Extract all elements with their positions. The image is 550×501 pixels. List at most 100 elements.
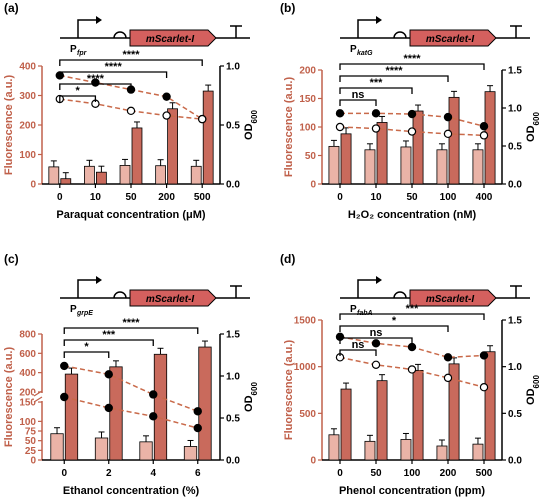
gene-label: mScarlet-I bbox=[146, 294, 195, 305]
promoter-arrow bbox=[77, 19, 96, 38]
y-tick-label-left: 600 bbox=[19, 349, 36, 360]
y-tick-label-left: 150 bbox=[299, 94, 316, 105]
y-axis-label-right-sub: 600 bbox=[532, 375, 541, 389]
od600-point-filled bbox=[149, 390, 158, 399]
y-tick-label-left: 1000 bbox=[294, 362, 317, 373]
od600-point-open bbox=[162, 111, 171, 120]
bar-control bbox=[50, 433, 64, 461]
x-tick-label: 6 bbox=[195, 468, 201, 479]
significance-label: *** bbox=[406, 303, 420, 315]
od600-point-filled bbox=[371, 339, 381, 348]
bar-induced bbox=[109, 366, 123, 461]
x-axis-label: H₂O₂ concentration (nM) bbox=[348, 209, 477, 221]
terminator-icon bbox=[510, 285, 522, 298]
od600-point-filled bbox=[479, 351, 489, 360]
y-tick-label-right: 1.0 bbox=[226, 62, 240, 73]
od600-point-filled bbox=[60, 361, 69, 371]
x-tick-label: 500 bbox=[194, 192, 211, 203]
significance-bracket bbox=[63, 339, 154, 346]
promoter-label: P bbox=[350, 304, 357, 315]
od600-point-filled bbox=[479, 122, 489, 131]
od600-point-open bbox=[443, 129, 453, 139]
bar-control bbox=[436, 445, 448, 461]
bar-induced bbox=[484, 351, 496, 461]
bar-control bbox=[190, 165, 202, 185]
bar-control bbox=[400, 439, 412, 461]
x-tick-label: 10 bbox=[370, 192, 382, 203]
bar-control bbox=[84, 165, 95, 185]
significance-bracket bbox=[59, 83, 132, 90]
promoter-label: P bbox=[70, 44, 77, 55]
od600-point-filled bbox=[443, 353, 453, 362]
y-axis-label-right-sub: 600 bbox=[250, 382, 259, 396]
x-tick-label: 50 bbox=[406, 192, 418, 203]
bar-induced bbox=[202, 90, 214, 185]
x-tick-label: 200 bbox=[440, 468, 457, 479]
y-tick-label-left: 400 bbox=[19, 368, 36, 379]
bar-control bbox=[472, 443, 484, 461]
gene-box bbox=[409, 289, 497, 307]
y-tick-label-right: 0.0 bbox=[508, 456, 522, 467]
chart-panel-2: (b)mScarlet-IP katG0501001502000.00.51.01… bbox=[280, 1, 541, 221]
axis-break-mark bbox=[33, 390, 43, 403]
y-tick-label-left: 0 bbox=[30, 180, 36, 191]
significance-label: * bbox=[84, 341, 89, 353]
promoter-sub-label: grpE bbox=[76, 310, 93, 317]
y-tick-label-left: 100 bbox=[19, 150, 36, 161]
promoter-label: P bbox=[350, 44, 357, 55]
significance-bracket bbox=[59, 95, 97, 102]
significance-label: **** bbox=[122, 49, 140, 61]
y-tick-label-left: 75 bbox=[25, 427, 37, 438]
x-tick-label: 10 bbox=[90, 192, 102, 203]
bar-control bbox=[436, 149, 448, 185]
gene-box bbox=[129, 289, 217, 307]
rbs-icon bbox=[113, 291, 127, 299]
significance-bracket bbox=[339, 99, 377, 106]
gene-box bbox=[409, 29, 497, 47]
x-tick-label: 2 bbox=[106, 468, 112, 479]
y-axis-label-right: OD600 bbox=[525, 112, 541, 142]
bar-control bbox=[155, 165, 167, 185]
x-tick-label: 4 bbox=[150, 468, 156, 479]
y-tick-label-right: 0.5 bbox=[508, 142, 522, 153]
bar-control bbox=[364, 440, 376, 461]
od600-point-open bbox=[371, 360, 381, 369]
significance-bracket bbox=[339, 325, 449, 332]
bar-control bbox=[364, 149, 376, 185]
bar-induced bbox=[448, 96, 460, 185]
bar-induced bbox=[412, 110, 424, 185]
x-tick-label: 50 bbox=[125, 192, 137, 203]
od600-point-filled bbox=[104, 403, 113, 413]
promoter-arrowhead bbox=[96, 276, 102, 284]
y-tick-label-right: 1.5 bbox=[508, 316, 522, 327]
panel-letter: (c) bbox=[4, 252, 19, 266]
y-tick-label-left: 0 bbox=[30, 456, 36, 467]
y-axis-label-left: Fluorescence (a.u.) bbox=[283, 340, 295, 441]
y-tick-label-right: 0.0 bbox=[508, 180, 522, 191]
x-axis-label: Paraquat concentration (μM) bbox=[56, 209, 205, 221]
significance-label: **** bbox=[122, 317, 140, 329]
x-tick-label: 0 bbox=[337, 192, 343, 203]
y-tick-label-left: 200 bbox=[299, 66, 316, 77]
od600-point-filled bbox=[162, 92, 171, 101]
y-tick-label-left: 0 bbox=[310, 456, 316, 467]
gene-label: mScarlet-I bbox=[426, 294, 475, 305]
significance-label: *** bbox=[370, 77, 384, 89]
x-tick-label: 100 bbox=[440, 192, 457, 203]
bar-control bbox=[400, 146, 412, 185]
y-tick-label-right: 1.0 bbox=[508, 104, 522, 115]
x-tick-label: 400 bbox=[476, 192, 493, 203]
significance-label: ns bbox=[370, 327, 383, 339]
bar-induced bbox=[340, 133, 352, 185]
y-tick-label-left: 200 bbox=[19, 121, 36, 132]
bar-induced bbox=[60, 178, 72, 185]
y-tick-label-right: 0.0 bbox=[226, 180, 240, 191]
gene-label: mScarlet-I bbox=[146, 34, 195, 45]
panel-letter: (d) bbox=[280, 252, 295, 266]
terminator-icon bbox=[230, 285, 242, 298]
od600-point-filled bbox=[407, 342, 417, 352]
y-tick-label-right: 1.5 bbox=[508, 66, 522, 77]
x-axis-label: Phenol concentration (ppm) bbox=[339, 485, 485, 497]
od600-point-open bbox=[197, 114, 207, 124]
y-axis-label-left: Fluorescence (a.u.) bbox=[3, 347, 15, 448]
